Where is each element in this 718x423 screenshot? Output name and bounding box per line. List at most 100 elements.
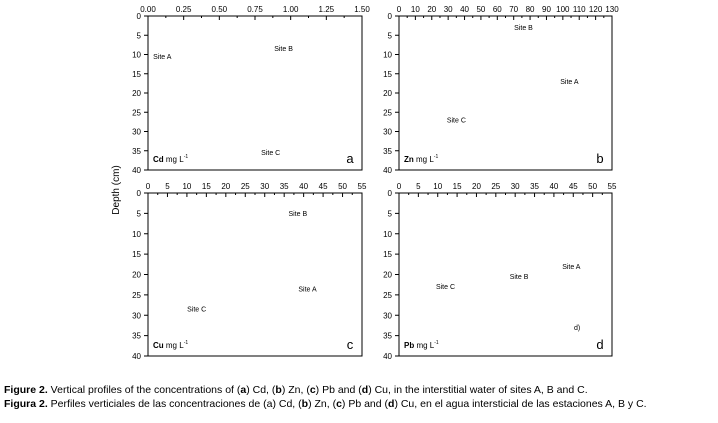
- plot-frame-c: [147, 192, 363, 357]
- x-tick-label-c: 35: [280, 182, 289, 191]
- x-tick-label-c: 15: [202, 182, 211, 191]
- y-tick-label-a: 25: [132, 108, 141, 117]
- site-label-d: Site A: [562, 264, 581, 271]
- variable-unit-b: mg L: [414, 155, 435, 164]
- site-label-d: Site B: [510, 274, 529, 281]
- x-tick-label-d: 25: [491, 182, 500, 191]
- panel-letter-d: d: [596, 337, 603, 352]
- x-tick-label-d: 15: [453, 182, 462, 191]
- y-tick-label-b: 35: [383, 147, 392, 156]
- caption-fragment: Vertical profiles of the concentrations …: [47, 384, 241, 396]
- y-tick-label-b: 30: [383, 128, 392, 137]
- y-tick-label-b: 25: [383, 108, 392, 117]
- panel-letter-a: a: [346, 151, 354, 166]
- y-tick-label-d: 15: [383, 250, 392, 259]
- y-tick-label-c: 15: [132, 250, 141, 259]
- caption-english: Figure 2. Vertical profiles of the conce…: [4, 384, 716, 397]
- y-tick-label-c: 5: [137, 209, 142, 218]
- figure-panels: Depth (cm) 0.00 0.25 0.50 0.75 1.00 1.25 1.50 0…: [111, 5, 619, 361]
- site-label-b: Site A: [560, 79, 579, 86]
- plot-frame-a: [147, 15, 363, 171]
- x-tick-label-b: 50: [476, 5, 485, 14]
- y-tick-label-d: 0: [388, 189, 393, 198]
- x-tick-label-b: 130: [605, 5, 619, 14]
- variable-name-b: Zn: [404, 155, 414, 164]
- caption-fragment: Perfiles verticiales de las concentracio…: [47, 398, 302, 410]
- x-tick-label-b: 10: [411, 5, 420, 14]
- x-tick-label-b: 20: [427, 5, 436, 14]
- variable-label-b: Zn mg L-1: [404, 154, 438, 164]
- x-tick-label-c: 50: [338, 182, 347, 191]
- variable-unit-exponent-c: -1: [184, 340, 189, 346]
- y-tick-label-d: 20: [383, 271, 392, 280]
- x-tick-label-a: 0.50: [212, 5, 228, 14]
- x-tick-label-d: 5: [416, 182, 421, 191]
- y-tick-label-b: 20: [383, 89, 392, 98]
- x-tick-label-d: 20: [472, 182, 481, 191]
- x-tick-label-b: 120: [589, 5, 603, 14]
- x-tick-label-b: 60: [493, 5, 502, 14]
- x-tick-label-d: 50: [588, 182, 597, 191]
- x-tick-label-a: 1.00: [283, 5, 299, 14]
- variable-label-a: Cd mg L-1: [153, 154, 188, 164]
- x-tick-label-b: 80: [526, 5, 535, 14]
- y-tick-label-c: 30: [132, 311, 141, 320]
- caption-fragment: ) Cu, in the interstitial water of sites…: [368, 384, 588, 396]
- caption-fragment: d: [388, 398, 395, 410]
- y-tick-label-d: 30: [383, 311, 392, 320]
- caption-fragment: ) Cd, (: [246, 384, 276, 396]
- y-tick-label-d: 35: [383, 332, 392, 341]
- x-tick-label-c: 0: [146, 182, 151, 191]
- variable-name-d: Pb: [404, 341, 414, 350]
- panel-letter-b: b: [596, 151, 603, 166]
- variable-name-c: Cu: [153, 341, 164, 350]
- x-tick-label-b: 40: [460, 5, 469, 14]
- x-tick-label-d: 0: [397, 182, 402, 191]
- variable-unit-d: mg L: [414, 341, 435, 350]
- x-tick-label-c: 55: [358, 182, 367, 191]
- caption-english-label: Figure 2.: [4, 384, 48, 396]
- variable-label-c: Cu mg L-1: [153, 340, 188, 350]
- y-tick-label-a: 20: [132, 89, 141, 98]
- site-label-c: Site B: [288, 211, 307, 218]
- y-tick-label-b: 10: [383, 51, 392, 60]
- x-tick-label-d: 45: [569, 182, 578, 191]
- caption-fragment: ) Zn, (: [281, 384, 310, 396]
- caption-fragment: a: [240, 384, 247, 396]
- site-label-a: Site A: [153, 54, 172, 61]
- x-tick-label-b: 30: [444, 5, 453, 14]
- panel-letter-c: c: [347, 337, 354, 352]
- x-tick-label-b: 110: [573, 5, 586, 14]
- x-tick-label-c: 10: [182, 182, 191, 191]
- x-tick-label-c: 20: [221, 182, 230, 191]
- y-tick-label-b: 5: [388, 31, 393, 40]
- x-tick-label-d: 30: [511, 182, 520, 191]
- x-tick-label-a: 0.00: [140, 5, 156, 14]
- caption-spanish-label: Figura 2.: [4, 398, 48, 410]
- y-tick-label-d: 5: [388, 209, 393, 218]
- x-tick-label-a: 1.50: [354, 5, 370, 14]
- y-tick-label-a: 5: [137, 31, 142, 40]
- y-tick-label-d: 25: [383, 291, 392, 300]
- x-tick-label-d: 40: [549, 182, 558, 191]
- y-tick-label-c: 20: [132, 271, 141, 280]
- caption-fragment: b: [301, 398, 309, 410]
- caption-fragment: ) Zn, (: [308, 398, 337, 410]
- variable-unit-exponent-a: -1: [184, 154, 189, 160]
- variable-label-d: Pb mg L-1: [404, 340, 439, 350]
- shared-y-axis-label: Depth (cm): [111, 165, 122, 214]
- variable-name-a: Cd: [153, 155, 164, 164]
- variable-unit-a: mg L: [164, 155, 185, 164]
- y-tick-label-b: 15: [383, 70, 392, 79]
- caption-fragment: ) Pb and (: [341, 398, 389, 410]
- x-tick-label-d: 55: [608, 182, 617, 191]
- caption-fragment: b: [275, 384, 282, 396]
- y-tick-label-a: 35: [132, 147, 141, 156]
- variable-unit-exponent-d: -1: [434, 340, 439, 346]
- site-label-c: Site A: [298, 286, 317, 293]
- caption-spanish-text: Perfiles verticiales de las concentracio…: [48, 398, 647, 410]
- y-tick-label-c: 40: [132, 352, 141, 361]
- y-tick-label-d: 40: [383, 352, 392, 361]
- x-tick-label-c: 30: [260, 182, 269, 191]
- x-tick-label-b: 0: [397, 5, 402, 14]
